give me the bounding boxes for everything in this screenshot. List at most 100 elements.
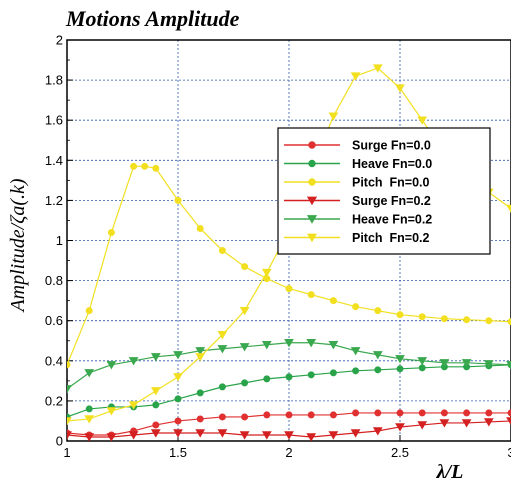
- chart-title: Motions Amplitude: [65, 6, 240, 31]
- data-point: [328, 341, 339, 350]
- legend-label: Pitch Fn=0.0: [352, 176, 430, 190]
- data-point: [396, 365, 404, 373]
- y-tick-label: 1.6: [45, 113, 63, 128]
- data-point: [506, 204, 511, 214]
- data-point: [417, 421, 428, 430]
- data-point: [306, 339, 317, 348]
- legend-label: Pitch Fn=0.2: [352, 231, 430, 245]
- data-point: [239, 306, 250, 316]
- data-point: [507, 409, 511, 417]
- x-axis-title: λ/L: [436, 461, 464, 483]
- data-point: [352, 367, 360, 375]
- data-point: [350, 429, 361, 438]
- data-point: [106, 361, 117, 370]
- data-point: [284, 339, 294, 348]
- data-point: [418, 364, 426, 372]
- data-point: [173, 373, 183, 382]
- data-point: [261, 431, 272, 440]
- data-point: [506, 361, 511, 370]
- data-point: [350, 347, 361, 356]
- data-point: [350, 72, 361, 81]
- x-tick-label: 2: [285, 445, 292, 460]
- data-point: [328, 112, 339, 121]
- data-point: [150, 387, 161, 396]
- data-point: [483, 360, 494, 369]
- data-point: [106, 407, 117, 416]
- data-point: [241, 263, 249, 271]
- legend-swatch-marker: [306, 215, 318, 224]
- data-point: [196, 224, 204, 232]
- data-point: [150, 429, 161, 438]
- y-tick-label: 1.8: [45, 73, 63, 88]
- legend-entry: Pitch Fn=0.0: [284, 176, 430, 190]
- data-point: [395, 84, 405, 93]
- data-point: [67, 417, 72, 426]
- legend-box: [277, 127, 491, 255]
- data-point: [128, 401, 139, 410]
- data-point: [195, 429, 206, 438]
- y-tick-label: 0: [56, 434, 63, 449]
- legend-swatch-marker: [308, 159, 316, 168]
- legend-swatch-marker: [306, 196, 318, 206]
- y-tick-label: 0.8: [45, 273, 63, 288]
- data-point: [440, 315, 448, 323]
- legend-entry: Heave Fn=0.2: [284, 213, 432, 227]
- legend-entries: Surge Fn=0.0 Heave Fn=0.0 Pitch Fn=0.0 Surg…: [284, 139, 432, 245]
- data-point: [329, 411, 337, 419]
- data-point: [440, 409, 448, 417]
- y-tick-label: 1: [56, 233, 63, 248]
- data-point: [418, 409, 426, 417]
- data-point: [307, 291, 315, 299]
- data-point: [483, 418, 494, 427]
- series-4: [67, 339, 511, 394]
- data-point: [417, 116, 428, 125]
- data-point: [439, 419, 450, 428]
- data-point: [307, 411, 315, 419]
- data-point: [285, 285, 293, 293]
- series-layer: [67, 64, 511, 441]
- data-point: [67, 361, 71, 369]
- data-point: [485, 317, 493, 325]
- data-point: [239, 343, 250, 352]
- data-point: [241, 413, 249, 421]
- data-point: [218, 383, 226, 391]
- data-point: [107, 228, 115, 236]
- data-point: [374, 409, 382, 417]
- data-point: [218, 247, 226, 255]
- data-point: [352, 409, 360, 417]
- data-point: [217, 331, 228, 340]
- data-point: [463, 409, 471, 417]
- data-point: [150, 353, 161, 362]
- data-point: [507, 318, 511, 326]
- legend-label: Heave Fn=0.0: [352, 157, 432, 171]
- data-point: [239, 431, 250, 440]
- data-point: [196, 389, 204, 397]
- data-point: [463, 316, 471, 324]
- x-tick-label: 1: [63, 445, 70, 460]
- data-point: [374, 307, 382, 315]
- legend: Surge Fn=0.0 Heave Fn=0.0 Pitch Fn=0.0 Surg…: [277, 127, 491, 255]
- data-point: [263, 375, 271, 383]
- data-point: [141, 162, 149, 170]
- data-point: [374, 366, 382, 374]
- data-point: [152, 164, 160, 172]
- data-point: [284, 431, 294, 440]
- series-3: [67, 417, 511, 441]
- data-point: [506, 417, 511, 426]
- data-point: [461, 419, 472, 428]
- data-point: [417, 357, 428, 366]
- series-2: [67, 162, 511, 369]
- y-tick-label: 0.2: [45, 393, 63, 408]
- data-point: [328, 431, 339, 440]
- data-point: [372, 351, 383, 360]
- data-point: [263, 411, 271, 419]
- data-point: [85, 307, 93, 315]
- data-point: [306, 433, 317, 441]
- data-point: [130, 162, 138, 170]
- legend-swatch-marker: [306, 233, 318, 243]
- legend-label: Surge Fn=0.2: [352, 194, 431, 208]
- data-point: [173, 429, 183, 438]
- data-point: [285, 373, 293, 381]
- data-point: [372, 427, 383, 436]
- data-point: [128, 357, 139, 366]
